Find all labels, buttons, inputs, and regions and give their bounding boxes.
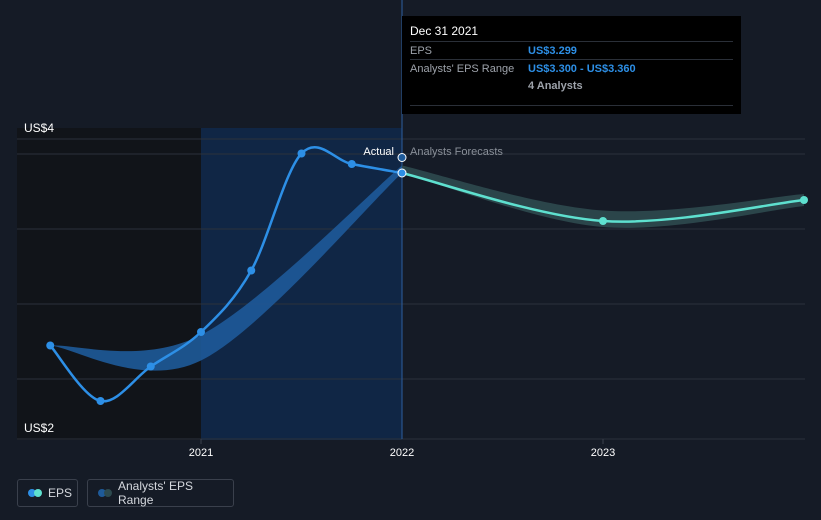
eps-point (247, 266, 256, 275)
eps-point (146, 362, 155, 371)
eps-point (197, 328, 205, 336)
past-shade (17, 128, 201, 440)
tooltip-range-value: US$3.300 - US$3.360 (528, 62, 636, 75)
hover-range-marker (397, 153, 407, 162)
tooltip-analysts: 4 Analysts (528, 79, 583, 92)
tooltip-range-label: Analysts' EPS Range (410, 62, 515, 75)
forecast-label: Analysts Forecasts (410, 146, 503, 158)
eps-point (297, 149, 306, 158)
y-label-top: US$4 (24, 121, 54, 135)
legend-range[interactable]: Analysts' EPS Range (87, 479, 234, 507)
eps-line (49, 146, 403, 403)
tooltip-date: Dec 31 2021 (410, 24, 479, 38)
y-label-bottom: US$2 (24, 421, 54, 435)
eps-legend-swatch-icon (28, 489, 42, 497)
x-tick-label: 2022 (390, 447, 414, 459)
x-tick-label: 2021 (189, 447, 213, 459)
forecast-point (599, 217, 607, 225)
eps-point (46, 341, 55, 350)
legend-eps[interactable]: EPS (17, 479, 78, 507)
actual-label: Actual (363, 146, 394, 158)
range-legend-swatch-icon (98, 489, 112, 497)
legend-eps-label: EPS (48, 486, 73, 500)
eps-point (96, 397, 105, 405)
tooltip-eps-label: EPS (410, 44, 433, 57)
forecast-point (800, 196, 808, 204)
range-band-forecast (402, 165, 804, 228)
legend-range-label: Analysts' EPS Range (118, 479, 193, 507)
selection-highlight (201, 128, 402, 440)
eps-point (347, 160, 356, 168)
hover-eps-marker (397, 168, 407, 178)
tooltip-eps-value: US$3.299 (528, 44, 577, 57)
range-band-past (50, 165, 402, 371)
tooltip: Dec 31 2021 EPS US$3.299 Analysts' EPS R… (402, 16, 741, 114)
x-tick-label: 2023 (591, 447, 615, 459)
